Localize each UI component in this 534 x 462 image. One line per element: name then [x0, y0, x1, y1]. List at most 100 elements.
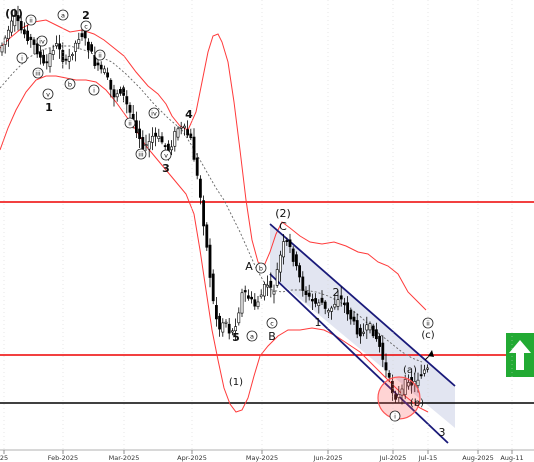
x-tick-label-1: Feb-2025	[48, 454, 78, 462]
candle-body-4	[13, 14, 17, 27]
candle-body-65	[208, 244, 212, 278]
candle-body-91	[291, 248, 295, 262]
wave-label-wiv2: iv	[151, 110, 157, 118]
candle-body-40	[128, 104, 132, 113]
candle-body-106	[339, 295, 343, 300]
candle-body-73	[234, 326, 238, 332]
candle-body-115	[368, 323, 372, 331]
candle-body-11	[35, 43, 39, 55]
wave-label-circle-wiii2	[135, 148, 147, 160]
wave-label-circle-wii1	[25, 14, 37, 26]
candle-body-21	[67, 56, 71, 62]
wave-label-wC: C	[279, 220, 287, 233]
wave-label-w3b: 3	[439, 426, 446, 439]
wave-label-wb3: (b)	[410, 398, 424, 409]
wave-label-wb1: b	[68, 81, 72, 89]
candle-body-127	[406, 382, 410, 387]
x-tick-label-8: Aug-2025	[462, 454, 494, 462]
x-tick-label-6: Jul-2025	[379, 454, 407, 462]
wave-label-circle-wi4	[389, 410, 401, 422]
candle-body-130	[416, 379, 420, 386]
candle-body-36	[115, 93, 119, 98]
candle-body-9	[29, 36, 33, 40]
candle-body-118	[378, 335, 382, 347]
candle-body-12	[38, 51, 42, 58]
candle-body-54	[173, 131, 177, 147]
candle-body-3	[10, 20, 14, 33]
candle-body-98	[314, 298, 318, 304]
wave-label-wv2: v	[164, 152, 168, 160]
candle-body-15	[48, 53, 52, 67]
candle-body-119	[381, 342, 385, 360]
wave-label-wa1: a	[61, 12, 65, 20]
candle-body-132	[422, 369, 426, 374]
candle-body-34	[109, 79, 113, 90]
wave-label-circle-wv1	[42, 88, 54, 100]
wave-label-circle-wi1	[16, 52, 28, 64]
candle-body-10	[32, 39, 36, 45]
candle-body-33	[106, 72, 110, 78]
candle-body-103	[330, 307, 334, 312]
candle-body-82	[262, 284, 266, 297]
candle-body-125	[400, 388, 404, 396]
wave-label-w5: 5	[232, 331, 240, 344]
candle-body-105	[336, 299, 340, 307]
candle-body-89	[285, 240, 289, 243]
candle-body-86	[275, 269, 279, 286]
candle-body-49	[157, 135, 161, 139]
x-tick-label-4: May-2025	[246, 454, 278, 462]
candle-body-17	[54, 43, 58, 47]
x-tick-label-2: Mar-2025	[109, 454, 140, 462]
candle-body-84	[269, 280, 273, 288]
candle-body-45	[144, 144, 148, 147]
candle-body-31	[99, 64, 103, 70]
candle-body-78	[250, 296, 254, 300]
wave-label-w2t: 2	[82, 9, 90, 22]
candle-body-76	[243, 290, 247, 293]
projection-arrowhead	[428, 350, 434, 357]
up-arrow-icon	[509, 340, 531, 370]
candle-body-96	[307, 292, 311, 297]
candle-body-37	[119, 89, 122, 94]
candle-body-124	[397, 394, 401, 398]
wave-label-wc3: (c)	[421, 330, 434, 341]
candle-body-120	[384, 362, 388, 371]
candle-body-110	[352, 316, 356, 322]
candle-body-69	[221, 322, 225, 333]
candle-body-22	[71, 54, 74, 56]
wave-label-wa3: (a)	[403, 365, 417, 376]
candle-body-85	[272, 290, 276, 295]
candle-body-43	[138, 128, 142, 139]
candle-body-122	[390, 380, 394, 394]
wave-label-circle-wc2	[266, 317, 278, 329]
candle-body-72	[231, 330, 234, 333]
candle-body-108	[346, 302, 350, 315]
wave-label-wB: B	[268, 330, 276, 343]
candle-body-16	[51, 50, 55, 55]
wave-label-circle-wv2	[160, 149, 172, 161]
candle-body-71	[227, 323, 231, 334]
candle-body-104	[333, 303, 337, 308]
candle-body-5	[16, 15, 20, 22]
wave-label-w2b: 2	[333, 286, 340, 299]
candle-body-7	[22, 29, 26, 35]
candle-body-133	[426, 367, 430, 370]
x-tick-label-9: Aug-11	[500, 454, 523, 462]
candle-body-64	[205, 224, 209, 248]
wave-label-w4: 4	[185, 108, 193, 121]
upper-envelope	[0, 19, 427, 311]
candle-body-93	[298, 265, 302, 278]
candle-body-59	[189, 133, 193, 139]
wave-label-wv1: v	[46, 91, 50, 99]
candle-body-126	[403, 379, 407, 395]
candle-body-100	[320, 297, 324, 303]
wave-label-circle-wa2	[246, 330, 258, 342]
candle-body-14	[45, 61, 49, 64]
x-tick-label-3: Apr-2025	[177, 454, 207, 462]
lower-envelope	[0, 75, 429, 413]
candle-body-19	[61, 50, 65, 62]
wave-label-circle-wiv1	[36, 35, 48, 47]
candle-body-121	[387, 372, 391, 378]
candle-body-1	[3, 37, 7, 45]
candle-body-92	[294, 254, 298, 267]
